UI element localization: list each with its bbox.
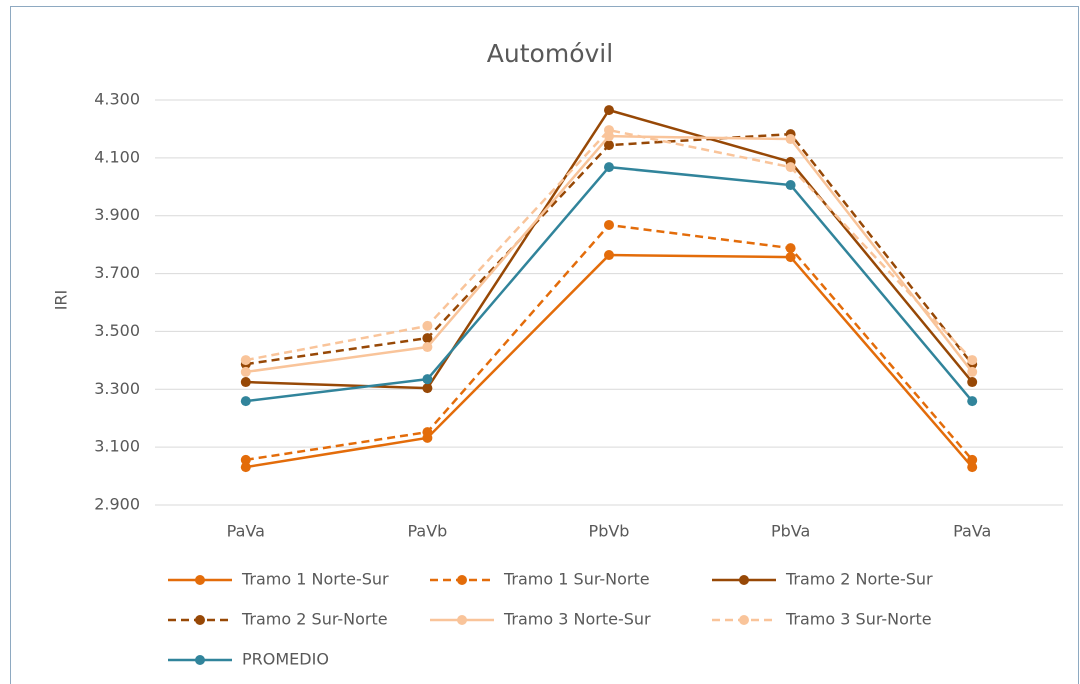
point [422, 342, 433, 353]
legend-marker [457, 615, 467, 625]
point [422, 333, 433, 344]
legend-marker [195, 575, 205, 585]
x-tick-label: PaVa [227, 522, 265, 541]
y-tick-label: 3.900 [94, 205, 140, 224]
legend-marker [457, 575, 467, 585]
chart-border [10, 6, 1079, 684]
legend-marker [739, 615, 749, 625]
point [604, 250, 614, 261]
point [240, 355, 251, 366]
point [604, 105, 614, 116]
legend-label: Tramo 3 Sur-Norte [785, 610, 932, 629]
point [785, 180, 796, 191]
point [240, 377, 251, 388]
point [240, 462, 251, 473]
point [422, 320, 433, 331]
point [785, 243, 796, 254]
legend-label: Tramo 2 Sur-Norte [241, 610, 388, 629]
legend-label: Tramo 1 Sur-Norte [503, 570, 650, 589]
point [967, 454, 978, 465]
legend-label: Tramo 1 Norte-Sur [241, 570, 389, 589]
y-tick-label: 4.100 [94, 147, 140, 166]
x-tick-label: PbVb [589, 522, 630, 541]
y-tick-label: 3.500 [94, 321, 140, 340]
point [967, 396, 978, 407]
point [604, 140, 614, 151]
chart-title: Automóvil [487, 39, 613, 68]
point [967, 462, 978, 473]
legend-label: PROMEDIO [242, 650, 329, 669]
point [422, 427, 433, 438]
legend-marker [739, 575, 749, 585]
y-tick-label: 3.700 [94, 263, 140, 282]
legend-label: Tramo 3 Norte-Sur [503, 610, 651, 629]
point [785, 252, 796, 263]
point [240, 396, 251, 407]
point [422, 374, 433, 385]
y-tick-label: 3.100 [94, 437, 140, 456]
x-tick-label: PbVa [771, 522, 810, 541]
y-axis-label: IRI [52, 290, 71, 311]
point [967, 377, 978, 388]
y-tick-label: 3.300 [94, 379, 140, 398]
x-tick-label: PaVa [953, 522, 991, 541]
point [240, 454, 251, 465]
point [967, 355, 978, 366]
point [422, 383, 433, 394]
y-tick-label: 4.300 [94, 90, 140, 109]
x-tick-label: PaVb [407, 522, 447, 541]
point [785, 134, 796, 145]
point [604, 125, 614, 136]
y-tick-label: 2.900 [94, 495, 140, 514]
point [604, 162, 614, 173]
series-line [245, 128, 974, 362]
point [785, 162, 796, 173]
point [967, 366, 978, 377]
legend-marker [195, 655, 205, 665]
point [604, 219, 614, 230]
legend-marker [195, 615, 205, 625]
legend-label: Tramo 2 Norte-Sur [785, 570, 933, 589]
point [240, 366, 251, 377]
